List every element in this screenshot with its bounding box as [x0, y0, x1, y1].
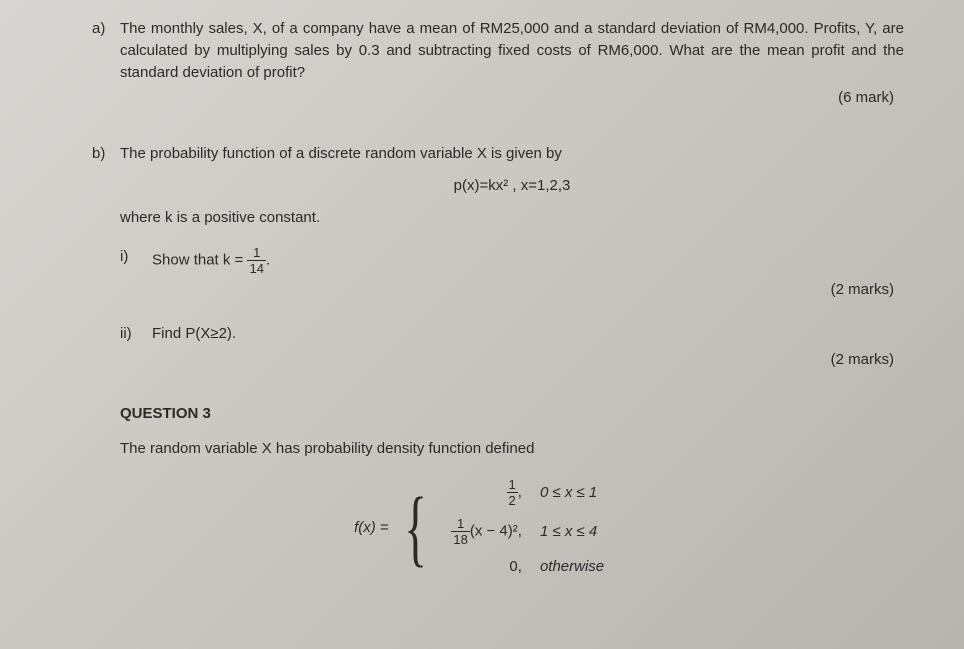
frac-den: 18 [451, 532, 469, 546]
part-b-i-marks: (2 marks) [120, 279, 904, 301]
frac-eighteenth: 118 [451, 517, 469, 546]
part-a-label: a) [92, 18, 105, 40]
part-b-i-pre: Show that k = [152, 252, 247, 269]
q3-text: The random variable X has probability de… [120, 438, 904, 460]
part-b-ii-marks: (2 marks) [120, 349, 904, 371]
q3-lhs: f(x) = [354, 517, 389, 539]
q3-row2-cond: 1 ≤ x ≤ 4 [540, 521, 670, 543]
part-b-ii-label: ii) [120, 323, 132, 345]
q3-row2-expr: 118(x − 4)², [430, 517, 540, 546]
frac-half: 12 [507, 478, 518, 507]
q3-row-3: 0, otherwise [430, 556, 670, 578]
q3-row1-cond: 0 ≤ x ≤ 1 [540, 482, 670, 504]
part-b-where: where k is a positive constant. [120, 207, 904, 229]
part-b-label: b) [92, 143, 105, 165]
q3-row1-expr: 12, [430, 478, 540, 507]
row2-rest: (x − 4)², [470, 522, 522, 539]
frac-num: 1 [247, 246, 265, 261]
q3-pdf: f(x) = { 12, 0 ≤ x ≤ 1 118(x − 4)², 1 ≤ … [120, 478, 904, 578]
part-b: b) The probability function of a discret… [120, 143, 904, 371]
part-a-marks: (6 mark) [120, 87, 904, 109]
q3-cases: 12, 0 ≤ x ≤ 1 118(x − 4)², 1 ≤ x ≤ 4 0, … [430, 478, 670, 578]
part-b-i-body: Show that k = 114. [152, 246, 904, 275]
part-a-text: The monthly sales, X, of a company have … [120, 18, 904, 83]
frac-den: 2 [507, 493, 518, 507]
part-a: a) The monthly sales, X, of a company ha… [120, 18, 904, 109]
part-b-i-label: i) [120, 246, 128, 268]
frac-den: 14 [247, 261, 265, 275]
part-b-i-post: . [266, 252, 270, 269]
part-b-i: i) Show that k = 114. (2 marks) [120, 246, 904, 301]
q3-row-2: 118(x − 4)², 1 ≤ x ≤ 4 [430, 517, 670, 546]
part-b-ii-text: Find P(X≥2). [152, 323, 904, 345]
frac-num: 1 [451, 517, 469, 532]
comma: , [518, 483, 522, 500]
part-b-i-frac: 114 [247, 246, 265, 275]
q3-heading: QUESTION 3 [120, 403, 904, 425]
part-b-ii: ii) Find P(X≥2). (2 marks) [120, 323, 904, 371]
q3-row-1: 12, 0 ≤ x ≤ 1 [430, 478, 670, 507]
part-b-formula: p(x)=kx² , x=1,2,3 [120, 175, 904, 197]
frac-num: 1 [507, 478, 518, 493]
q3-row3-expr: 0, [430, 556, 540, 578]
brace-icon: { [404, 491, 427, 564]
q3-row3-cond: otherwise [540, 556, 670, 578]
document-content: a) The monthly sales, X, of a company ha… [120, 18, 904, 578]
part-b-intro: The probability function of a discrete r… [120, 143, 904, 165]
question-3: QUESTION 3 The random variable X has pro… [120, 403, 904, 578]
